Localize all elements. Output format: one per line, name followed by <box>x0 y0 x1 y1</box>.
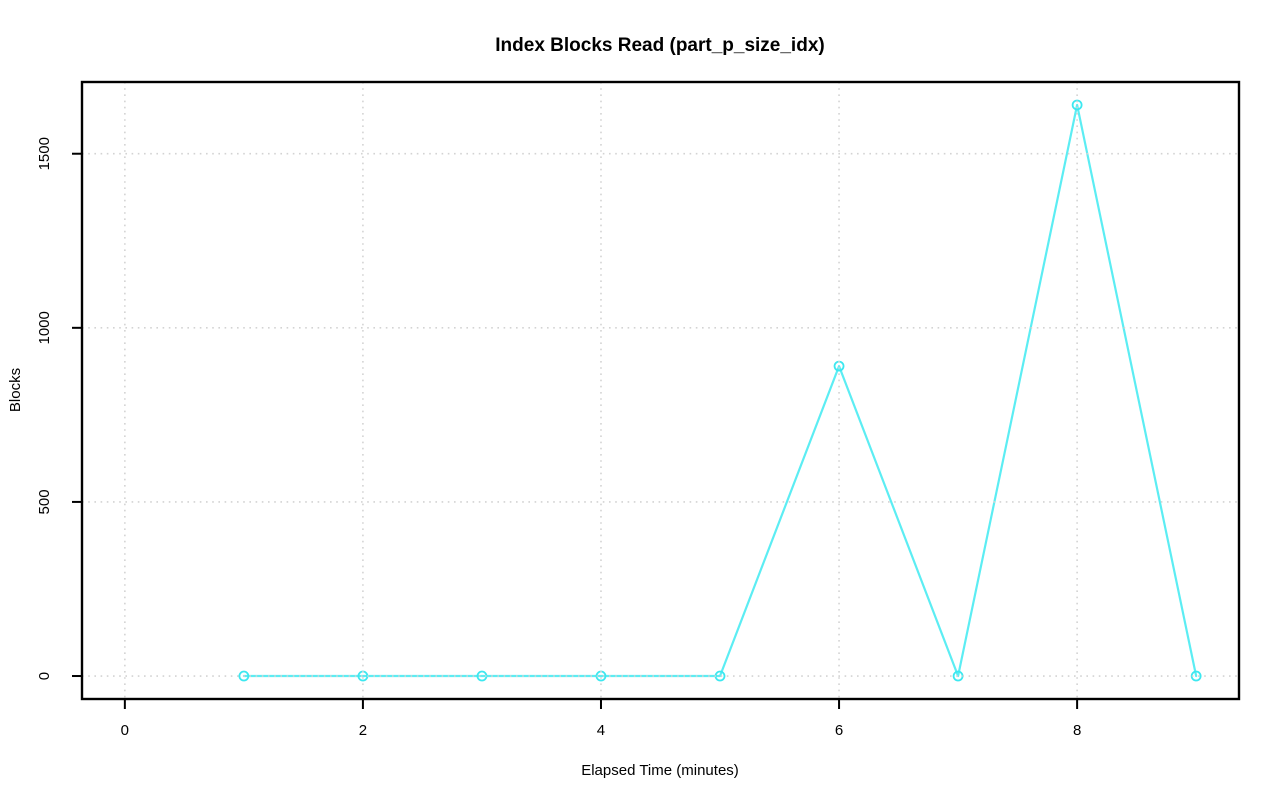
series-line <box>242 103 1198 678</box>
axes-layer: 0 2 4 6 8 0 500 1000 1500 <box>36 80 1241 739</box>
y-tick-label: 500 <box>36 489 53 514</box>
x-tick-label: 4 <box>597 722 605 739</box>
x-axis-title: Elapsed Time (minutes) <box>581 762 739 779</box>
x-tick-label: 2 <box>359 722 367 739</box>
y-axis-title: Blocks <box>7 368 24 412</box>
data-point-marker <box>1190 670 1202 682</box>
data-point-marker <box>1071 99 1083 111</box>
y-tick-label: 1500 <box>36 137 53 170</box>
x-tick-label: 8 <box>1073 722 1081 739</box>
grid-layer <box>82 82 1239 699</box>
plot-border <box>80 80 1241 701</box>
series-layer <box>238 99 1202 682</box>
data-point-marker <box>238 670 250 682</box>
x-tick-label: 0 <box>121 722 129 739</box>
x-tick-label: 6 <box>835 722 843 739</box>
y-tick-label: 0 <box>36 672 53 680</box>
y-tick-label: 1000 <box>36 311 53 344</box>
chart-title: Index Blocks Read (part_p_size_idx) <box>495 35 824 56</box>
